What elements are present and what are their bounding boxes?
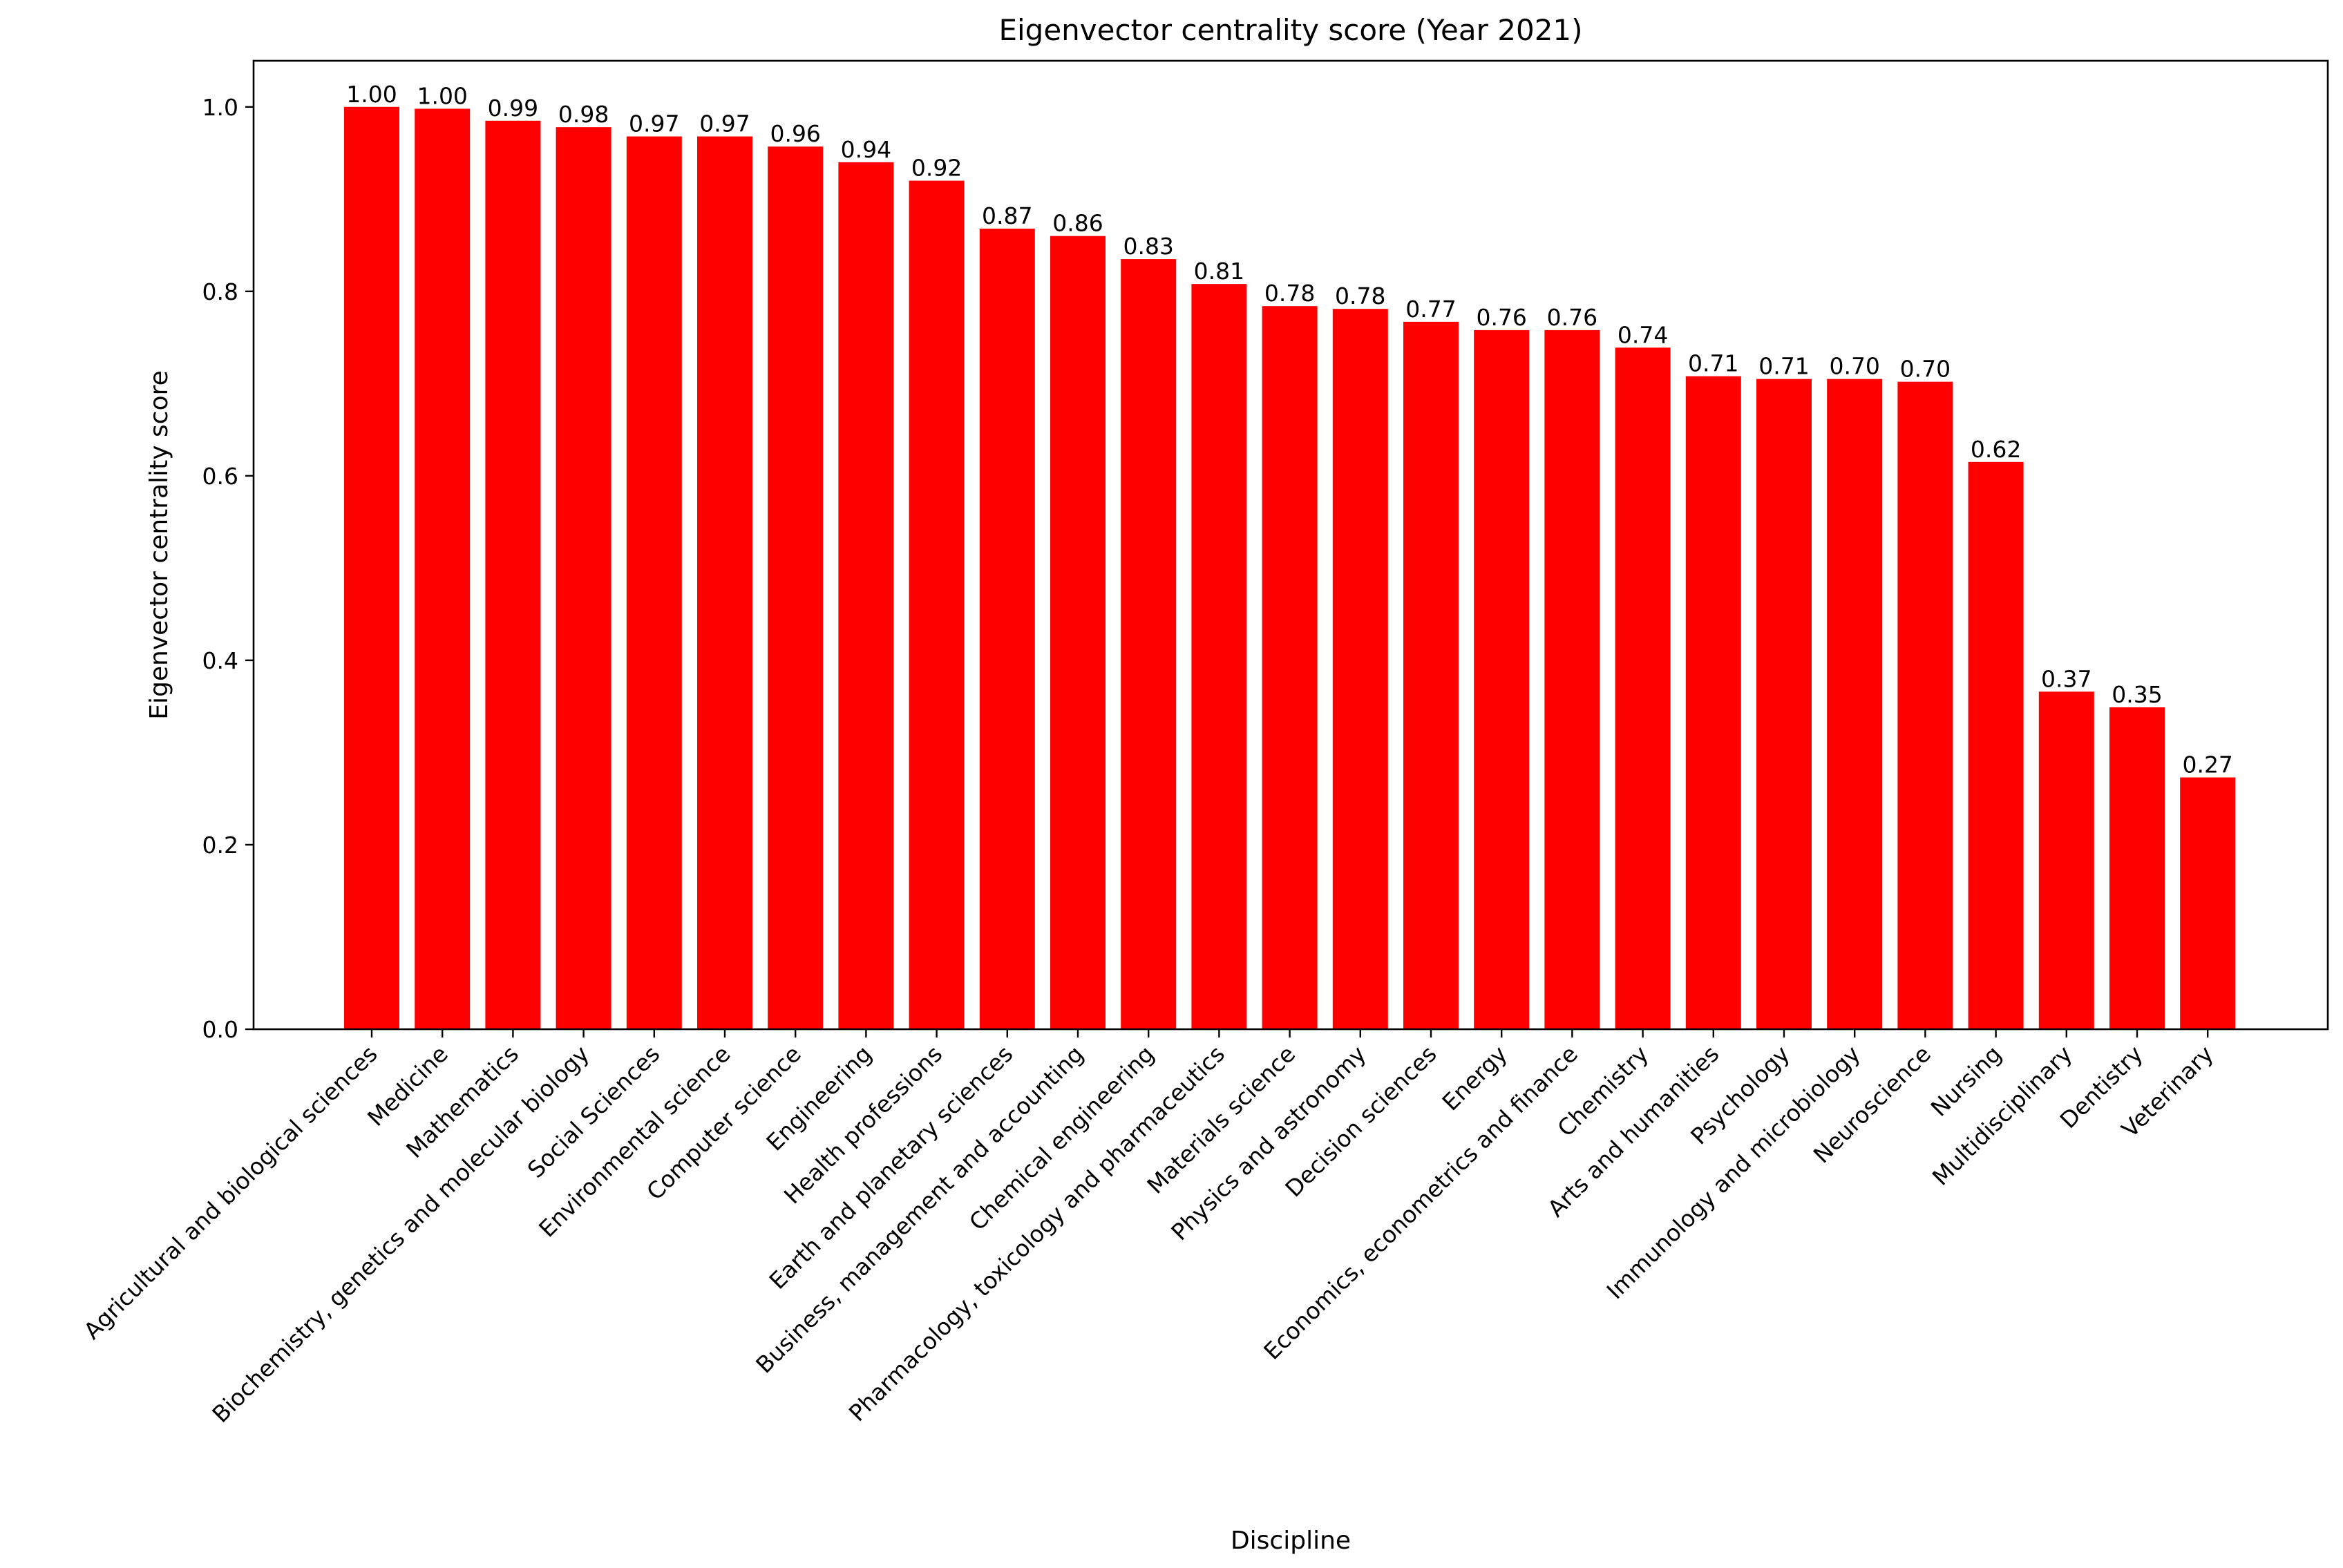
bar-value-label: 1.00 (417, 82, 467, 109)
bar (556, 127, 611, 1029)
y-axis: 0.0 0.2 0.4 0.6 0.8 1.0 (202, 94, 254, 1043)
y-tick-label: 0.4 (202, 647, 238, 674)
bar (2109, 707, 2165, 1029)
bar-value-label: 0.77 (1405, 296, 1456, 323)
y-tick-label: 1.0 (202, 94, 238, 121)
bar-value-label: 0.76 (1476, 304, 1526, 331)
bar (838, 162, 894, 1029)
bar (415, 108, 471, 1030)
bar (1756, 379, 1812, 1029)
plot-frame (252, 59, 2329, 1031)
y-axis-label: Eigenvector centrality score (145, 370, 173, 720)
bar (1968, 461, 2024, 1029)
bar-value-label: 0.97 (629, 110, 679, 137)
bar (2180, 777, 2236, 1029)
bar (979, 229, 1035, 1030)
bar (1827, 379, 1883, 1029)
y-tick-label: 0.8 (202, 278, 238, 305)
bar-value-label: 0.81 (1194, 258, 1244, 285)
x-axis-label: Discipline (1231, 1527, 1351, 1555)
bar-value-label: 0.71 (1688, 350, 1738, 377)
x-tick-label: Immunology and microbiology (1602, 1040, 1866, 1304)
y-tick-label: 0.2 (202, 832, 238, 859)
bar-value-label: 0.71 (1758, 353, 1809, 380)
bar (2038, 691, 2094, 1029)
bar-value-label: 0.92 (911, 155, 962, 182)
bar-value-label: 0.86 (1052, 210, 1103, 237)
bar-value-label: 0.78 (1264, 280, 1315, 307)
bar (909, 180, 965, 1030)
bars-group (344, 106, 2236, 1030)
bar-value-label: 0.98 (558, 101, 609, 128)
x-tick-label: Business, management and accounting (750, 1040, 1088, 1378)
value-labels-group: 1.00 1.00 0.99 0.98 0.97 0.97 0.96 0.94 0.92 0.87… (346, 81, 2233, 778)
bar-value-label: 0.70 (1829, 353, 1879, 380)
bar-value-label: 0.70 (1900, 356, 1951, 383)
bar (1332, 309, 1388, 1029)
y-tick-label: 0.6 (202, 463, 238, 490)
bar (1262, 306, 1318, 1029)
bar (1615, 347, 1671, 1029)
chart-title: Eigenvector centrality score (Year 2021) (998, 13, 1582, 47)
bar (697, 136, 752, 1030)
bar (1544, 329, 1600, 1029)
bar (1403, 321, 1459, 1030)
bar-value-label: 0.74 (1618, 321, 1668, 348)
bar-value-label: 0.78 (1335, 283, 1385, 309)
bar (344, 106, 399, 1029)
bar (1050, 236, 1106, 1029)
bar (1897, 381, 1953, 1029)
bar-value-label: 0.37 (2041, 665, 2091, 692)
bar-value-label: 0.76 (1547, 304, 1597, 331)
bar (1121, 259, 1177, 1030)
x-axis: Agricultural and biological sciencesMedi… (78, 1029, 2219, 1428)
bar-value-label: 0.62 (1971, 436, 2021, 463)
bar-value-label: 0.27 (2182, 751, 2232, 778)
bar-value-label: 0.87 (982, 202, 1032, 229)
bar (626, 136, 682, 1030)
bar-value-label: 0.96 (770, 120, 820, 147)
bar (1685, 376, 1741, 1029)
y-tick-label: 0.0 (202, 1016, 238, 1043)
bar (1191, 284, 1247, 1029)
bar-value-label: 0.97 (699, 110, 750, 137)
x-tick-label: Social Sciences (522, 1040, 665, 1183)
bar-value-label: 0.35 (2112, 681, 2162, 708)
bar-value-label: 0.83 (1123, 233, 1173, 260)
bar (485, 120, 541, 1029)
bar (1474, 329, 1530, 1029)
bar-value-label: 1.00 (346, 81, 397, 108)
bar-value-label: 0.94 (841, 136, 891, 163)
bar-value-label: 0.99 (488, 95, 538, 122)
bar (768, 146, 824, 1030)
